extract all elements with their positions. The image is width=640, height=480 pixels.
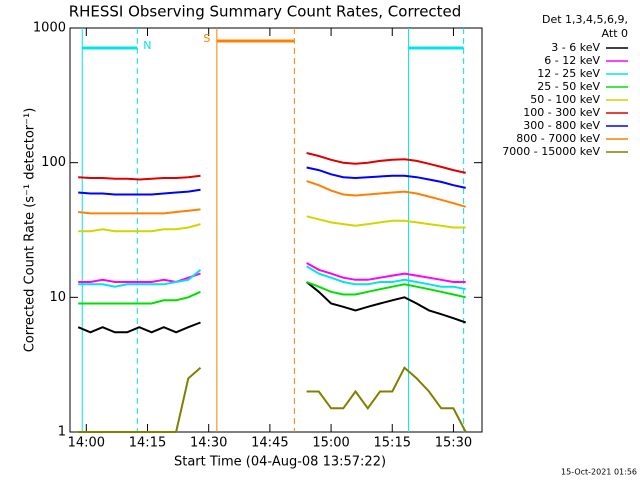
x-axis-label: Start Time (04-Aug-08 13:57:22) <box>174 455 386 470</box>
series-line <box>78 281 466 305</box>
series-line <box>78 265 466 291</box>
x-tick-label: 15:15 <box>374 436 411 451</box>
x-tick-label: 14:45 <box>251 436 288 451</box>
legend-label: 12 - 25 keV <box>537 67 600 80</box>
chart-title: RHESSI Observing Summary Count Rates, Co… <box>69 3 462 21</box>
legend-label: 6 - 12 keV <box>544 54 600 67</box>
legend-header: Det 1,3,4,5,6,9, <box>542 13 628 26</box>
series-line <box>78 262 466 284</box>
legend-label: 100 - 300 keV <box>523 106 600 119</box>
plot-frame <box>69 27 483 433</box>
interval-label: N <box>143 39 151 52</box>
x-tick-label: 14:30 <box>190 436 227 451</box>
legend-header: Att 0 <box>602 27 628 40</box>
interval-label: S <box>203 32 210 45</box>
y-tick-label: 100 <box>41 155 66 170</box>
series-line <box>78 366 467 433</box>
series-line <box>78 215 466 233</box>
series-line <box>78 180 466 215</box>
y-tick-label: 1000 <box>33 21 66 36</box>
legend-label: 7000 - 15000 keV <box>502 145 600 158</box>
series-line <box>78 166 466 196</box>
x-tick-label: 15:00 <box>312 436 349 451</box>
x-tick-label: 14:00 <box>68 436 105 451</box>
legend-label: 3 - 6 keV <box>551 41 600 54</box>
legend-label: 300 - 800 keV <box>523 119 600 132</box>
legend-label: 800 - 7000 keV <box>516 132 600 145</box>
footer: 15-Oct-2021 01:56 <box>561 468 637 477</box>
legend-label: 50 - 100 keV <box>530 93 600 106</box>
series-line <box>78 152 466 181</box>
legend-label: 25 - 50 keV <box>537 80 600 93</box>
y-tick-label: 1 <box>58 425 66 440</box>
series-line <box>77 281 467 334</box>
y-axis-label: Corrected Count Rate (s⁻¹ detector⁻¹) <box>23 108 38 353</box>
x-tick-label: 14:15 <box>129 436 166 451</box>
x-tick-label: 15:30 <box>435 436 472 451</box>
y-tick-label: 10 <box>49 290 66 305</box>
